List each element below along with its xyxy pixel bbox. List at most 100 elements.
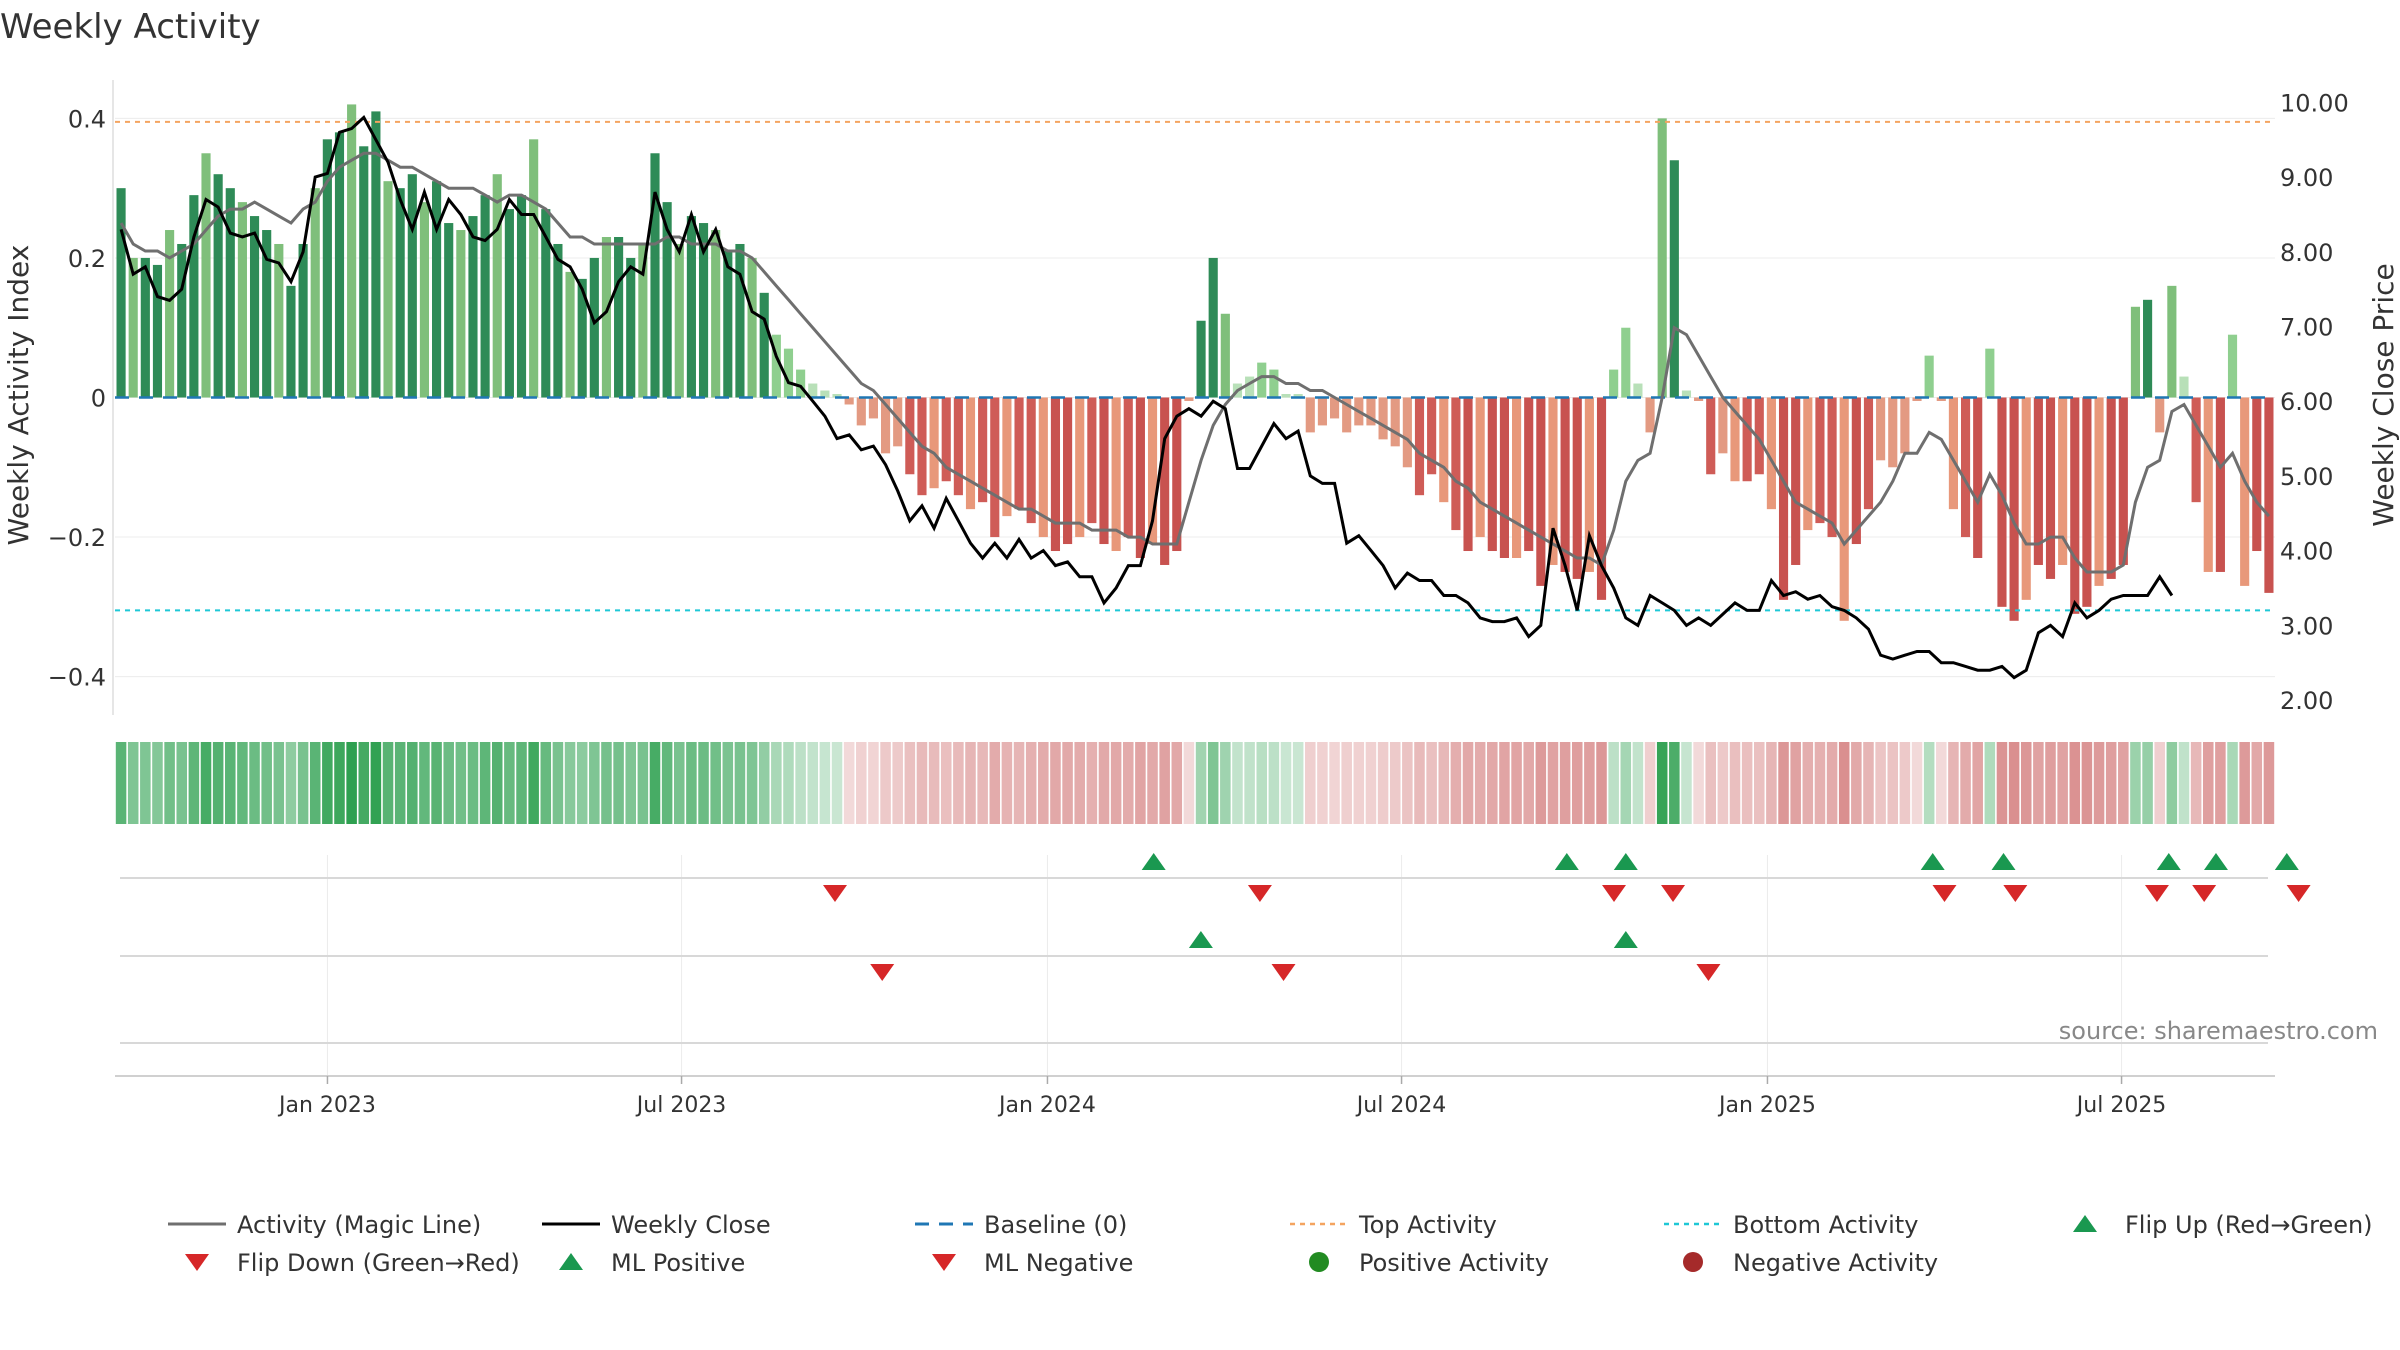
activity-bar — [2179, 376, 2189, 398]
activity-bar — [516, 195, 527, 398]
heat-strip-cell — [431, 742, 442, 824]
heat-strip-cell — [2057, 742, 2068, 824]
heat-strip-cell — [1135, 742, 1146, 824]
heat-strip-cell — [516, 742, 527, 824]
activity-bar — [1147, 397, 1158, 545]
heat-strip-cell — [1244, 742, 1255, 824]
heat-strip-cell — [2008, 742, 2020, 824]
activity-bar — [1342, 397, 1352, 433]
flip-down-marker — [1602, 885, 1627, 902]
activity-bar — [116, 188, 126, 398]
heat-strip-cell — [576, 742, 588, 824]
activity-bar — [1172, 397, 1182, 552]
legend-item-close: Weekly Close — [542, 1211, 771, 1239]
activity-bar — [237, 202, 247, 398]
heat-strip-cell — [1062, 742, 1073, 824]
activity-bar — [1657, 118, 1667, 398]
y2-tick-label: 2.00 — [2280, 687, 2333, 715]
activity-bar — [1014, 397, 1024, 510]
signal-markers — [823, 853, 2311, 981]
activity-bar — [1245, 376, 1255, 398]
activity-bar — [1694, 397, 1704, 401]
series-lines — [119, 114, 2271, 680]
heat-strip-cell — [1729, 742, 1741, 824]
heat-strip-cell — [1183, 742, 1195, 824]
x-tick-label: Jul 2024 — [1355, 1093, 1447, 1118]
activity-bar — [1111, 397, 1121, 552]
activity-bar — [614, 237, 624, 398]
heat-strip-cell — [528, 742, 539, 824]
activity-bar — [553, 243, 563, 398]
heat-strip-cell — [334, 742, 345, 824]
heat-strip-cell — [443, 742, 454, 824]
heat-strip-cell — [795, 742, 806, 824]
heat-strip-cell — [2202, 742, 2214, 824]
heat-strip-cell — [2118, 742, 2129, 824]
flip-up-marker — [1141, 853, 1166, 870]
activity-bar — [747, 257, 757, 398]
heat-strip-cell — [843, 742, 855, 824]
x-tick-label: Jul 2025 — [2075, 1093, 2167, 1118]
activity-bar — [1378, 397, 1388, 440]
heat-strip-cell — [953, 742, 964, 824]
heat-strip-cell — [2105, 742, 2117, 824]
activity-bar — [140, 257, 150, 398]
activity-bar — [880, 397, 891, 454]
heat-strip-cell — [1280, 742, 1292, 824]
heat-strip-cell — [1268, 742, 1280, 824]
legend-swatch-triangle-down — [185, 1254, 209, 1271]
heat-strip-cell — [358, 742, 370, 824]
heat-strip-cell — [2020, 742, 2032, 824]
activity-bar — [796, 369, 806, 398]
heat-strip-cell — [1329, 742, 1340, 824]
heat-strip-cell — [1147, 742, 1158, 824]
activity-bar — [1414, 397, 1425, 496]
heat-strip-cell — [1826, 742, 1838, 824]
heat-strip-cell — [2069, 742, 2081, 824]
heat-strip-cell — [1790, 742, 1801, 824]
activity-bar — [456, 230, 466, 398]
activity-bar — [480, 195, 490, 398]
activity-bar — [1900, 397, 1910, 454]
activity-bar — [1815, 397, 1825, 524]
heat-strip-cell — [504, 742, 515, 824]
y-axis-label: Weekly Activity Index — [2, 245, 35, 546]
flip-up-marker — [2274, 853, 2299, 870]
legend-item-top: Top Activity — [1290, 1211, 1497, 1239]
activity-bar — [1997, 397, 2007, 607]
activity-bar — [1123, 397, 1133, 538]
heat-strip-cell — [1608, 742, 1619, 824]
activity-bar — [274, 243, 284, 398]
activity-bar — [1026, 397, 1036, 524]
activity-bar — [492, 174, 502, 398]
activity-bar — [334, 132, 345, 398]
activity-bar — [1803, 397, 1813, 531]
legend-label: Bottom Activity — [1733, 1211, 1918, 1239]
activity-bar — [444, 223, 454, 398]
grid-lines — [115, 117, 2275, 1077]
activity-bar — [2009, 397, 2019, 621]
heat-strip-cell — [152, 742, 163, 824]
legend-swatch-triangle-up — [559, 1253, 583, 1270]
heat-strip-cell — [722, 742, 734, 824]
activity-bar — [1451, 397, 1461, 531]
legend-label: Flip Down (Green→Red) — [237, 1249, 520, 1277]
activity-bar — [2106, 397, 2116, 579]
activity-bar — [905, 397, 915, 475]
heat-strip-cell — [176, 742, 188, 824]
heat-strip-cell — [273, 742, 285, 824]
activity-bar — [2143, 299, 2153, 398]
activity-bar — [2155, 397, 2165, 433]
heat-strip-cell — [2263, 742, 2275, 824]
heat-strip-cell — [661, 742, 673, 824]
activity-bar — [1050, 397, 1061, 552]
heat-strip-cell — [322, 742, 333, 824]
activity-bar — [2033, 397, 2043, 565]
heat-strip-cell — [807, 742, 819, 824]
heat-strip-cell — [1353, 742, 1365, 824]
activity-bar — [2130, 306, 2141, 398]
heat-strip-cell — [309, 742, 321, 824]
heat-strip-cell — [1171, 742, 1183, 824]
heat-strip-cell — [819, 742, 831, 824]
activity-bar — [2203, 397, 2213, 572]
